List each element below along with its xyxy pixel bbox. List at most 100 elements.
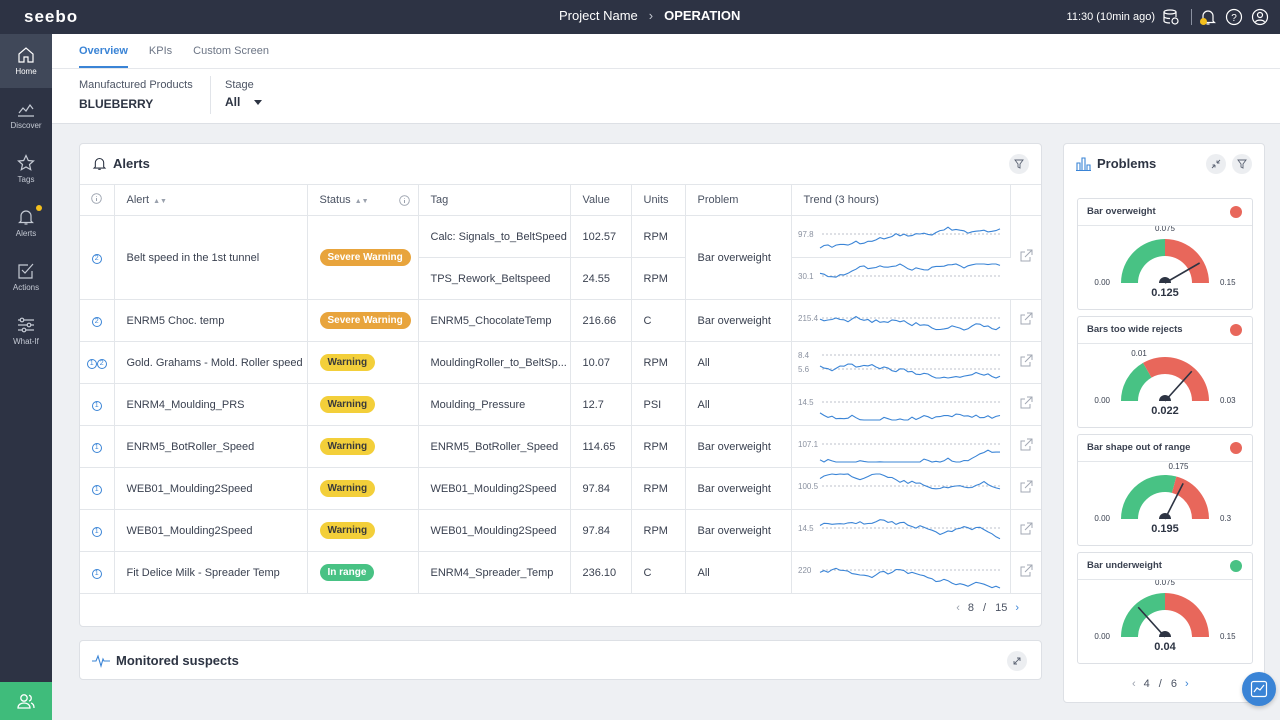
sidebar-item-what-if[interactable]: What-If xyxy=(0,304,52,358)
tag-name[interactable]: ENRM4_Spreader_Temp xyxy=(418,551,571,594)
table-row[interactable]: 1 Fit Delice Milk - Spreader Temp In range… xyxy=(80,551,1041,594)
tag-name[interactable]: ENRM5_BotRoller_Speed xyxy=(418,425,571,468)
table-row[interactable]: TPS_Rework_Beltspeed 24.55 RPM 30.1 xyxy=(80,257,1041,300)
logo[interactable]: seebo xyxy=(24,7,79,26)
tag-name[interactable]: Calc: Signals_to_BeltSpeed xyxy=(418,215,571,258)
alert-name[interactable]: WEB01_Moulding2Speed xyxy=(114,467,308,510)
alert-name[interactable]: Fit Delice Milk - Spreader Temp xyxy=(114,551,308,594)
users-button[interactable] xyxy=(0,682,52,720)
alert-number-badges[interactable]: 1 xyxy=(91,526,102,537)
sort-icon[interactable]: ▲▼ xyxy=(354,198,369,205)
filter-button[interactable] xyxy=(1009,154,1029,174)
stage-value[interactable]: All xyxy=(225,95,241,109)
alert-number-badge[interactable]: 2 xyxy=(96,358,107,369)
open-details-cell[interactable] xyxy=(1010,509,1041,552)
chevron-down-icon[interactable] xyxy=(254,100,263,106)
sidebar-item-discover[interactable]: Discover xyxy=(0,88,52,142)
breadcrumb-project[interactable]: Project Name xyxy=(559,8,638,23)
alert-number-badge[interactable]: 2 xyxy=(91,316,102,327)
alert-number-badge[interactable]: 1 xyxy=(91,442,102,453)
problem-gauge-card[interactable]: Bar underweight 0.075 0.00 0.15 0.04 xyxy=(1077,552,1253,664)
sidebar-item-home[interactable]: Home xyxy=(0,34,52,88)
open-details-cell[interactable] xyxy=(1010,215,1041,300)
tab-custom-screen[interactable]: Custom Screen xyxy=(193,45,269,57)
sort-icon[interactable]: ▲▼ xyxy=(153,198,167,205)
product-value[interactable]: BLUEBERRY xyxy=(79,97,154,111)
open-external-icon[interactable] xyxy=(1019,354,1033,368)
table-row[interactable]: 2 Belt speed in the 1st tunnel Severe Warn… xyxy=(80,215,1041,300)
stage-selector[interactable]: Stage All xyxy=(210,76,263,114)
open-details-cell[interactable] xyxy=(1010,551,1041,594)
table-row[interactable]: 1 ENRM4_Moulding_PRS Warning Moulding_Press… xyxy=(80,383,1041,426)
open-external-icon[interactable] xyxy=(1019,480,1033,494)
chevron-left-icon[interactable]: ‹ xyxy=(1132,678,1136,690)
help-icon[interactable]: ? xyxy=(1224,7,1244,27)
alert-number-badge[interactable]: 1 xyxy=(91,568,102,579)
tab-overview[interactable]: Overview xyxy=(79,34,128,68)
alert-number-badges[interactable]: 1 xyxy=(91,442,102,453)
alert-number-badges[interactable]: 1 xyxy=(91,400,102,411)
sidebar-item-tags[interactable]: Tags xyxy=(0,142,52,196)
tag-name[interactable]: WEB01_Moulding2Speed xyxy=(418,509,571,552)
open-external-icon[interactable] xyxy=(1019,438,1033,452)
user-profile-icon[interactable] xyxy=(1250,7,1270,27)
database-status-icon[interactable] xyxy=(1161,7,1181,27)
alert-name[interactable]: ENRM4_Moulding_PRS xyxy=(114,383,308,426)
column-header-status[interactable]: Status ▲▼ xyxy=(307,184,419,216)
problem-gauge-card[interactable]: Bar shape out of range 0.175 0.00 0.3 0.195 xyxy=(1077,434,1253,546)
alert-number-badge[interactable]: 1 xyxy=(91,526,102,537)
tag-name[interactable]: Moulding_Pressure xyxy=(418,383,571,426)
problem-gauge-card[interactable]: Bar overweight 0.075 0.00 0.15 0.125 xyxy=(1077,198,1253,310)
bar-chart-icon xyxy=(1076,157,1091,171)
open-external-icon[interactable] xyxy=(1019,564,1033,578)
open-details-cell[interactable] xyxy=(1010,341,1041,384)
open-details-cell[interactable] xyxy=(1010,383,1041,426)
alert-number-badge[interactable]: 1 xyxy=(91,484,102,495)
alert-number-badges[interactable]: 1 xyxy=(91,484,102,495)
open-external-icon[interactable] xyxy=(1019,312,1033,326)
alert-name[interactable]: ENRM5_BotRoller_Speed xyxy=(114,425,308,468)
open-external-icon[interactable] xyxy=(1019,522,1033,536)
trend-reference-label: 8.4 xyxy=(798,351,810,360)
table-row[interactable]: 1 WEB01_Moulding2Speed Warning WEB01_Mouldi… xyxy=(80,467,1041,510)
open-details-cell[interactable] xyxy=(1010,299,1041,342)
sidebar-item-alerts[interactable]: Alerts xyxy=(0,196,52,250)
chevron-right-icon[interactable]: › xyxy=(1184,678,1189,690)
table-row[interactable]: 2 ENRM5 Choc. temp Severe Warning ENRM5_Cho… xyxy=(80,299,1041,342)
open-external-icon[interactable] xyxy=(1019,396,1033,410)
table-row[interactable]: 1 WEB01_Moulding2Speed Warning WEB01_Mouldi… xyxy=(80,509,1041,552)
alert-number-badge[interactable]: 1 xyxy=(86,358,97,369)
expand-button[interactable] xyxy=(1007,651,1027,671)
alert-name[interactable]: Gold. Grahams - Mold. Roller speed xyxy=(114,341,308,384)
info-icon[interactable] xyxy=(398,195,410,206)
alert-name[interactable]: ENRM5 Choc. temp xyxy=(114,299,308,342)
tab-kpis[interactable]: KPIs xyxy=(148,45,173,57)
open-details-cell[interactable] xyxy=(1010,425,1041,468)
open-external-icon[interactable] xyxy=(1019,249,1033,263)
tag-name[interactable]: ENRM5_ChocolateTemp xyxy=(418,299,571,342)
alert-name[interactable]: WEB01_Moulding2Speed xyxy=(114,509,308,552)
alert-number-badge[interactable]: 1 xyxy=(91,400,102,411)
tag-name[interactable]: MouldingRoller_to_BeltSp... xyxy=(418,341,571,384)
chevron-left-icon[interactable]: ‹ xyxy=(956,602,960,614)
notification-bell-icon[interactable] xyxy=(1198,7,1218,27)
analytics-fab-button[interactable] xyxy=(1242,672,1276,706)
alert-number-badges[interactable]: 1 xyxy=(91,568,102,579)
open-details-cell[interactable] xyxy=(1010,467,1041,510)
alert-number-badge[interactable]: 2 xyxy=(91,253,102,264)
column-header-alert[interactable]: Alert ▲▼ xyxy=(114,184,308,216)
sidebar-item-actions[interactable]: Actions xyxy=(0,250,52,304)
table-row[interactable]: 1 ENRM5_BotRoller_Speed Warning ENRM5_BotRo… xyxy=(80,425,1041,468)
alert-number-badges[interactable]: 2 xyxy=(91,316,102,327)
problem-gauge-card[interactable]: Bars too wide rejects 0.01 0.00 0.03 0.022 xyxy=(1077,316,1253,428)
tag-name[interactable]: TPS_Rework_Beltspeed xyxy=(418,257,571,300)
alert-name[interactable]: Belt speed in the 1st tunnel xyxy=(114,215,308,300)
chevron-right-icon[interactable]: › xyxy=(1015,602,1019,614)
product-selector[interactable]: Manufactured Products BLUEBERRY xyxy=(79,79,193,111)
collapse-button[interactable] xyxy=(1206,154,1226,174)
alert-number-badges[interactable]: 2 xyxy=(91,253,102,264)
tag-name[interactable]: WEB01_Moulding2Speed xyxy=(418,467,571,510)
table-row[interactable]: 1 2 Gold. Grahams - Mold. Roller speed Warn… xyxy=(80,341,1041,384)
filter-button[interactable] xyxy=(1232,154,1252,174)
